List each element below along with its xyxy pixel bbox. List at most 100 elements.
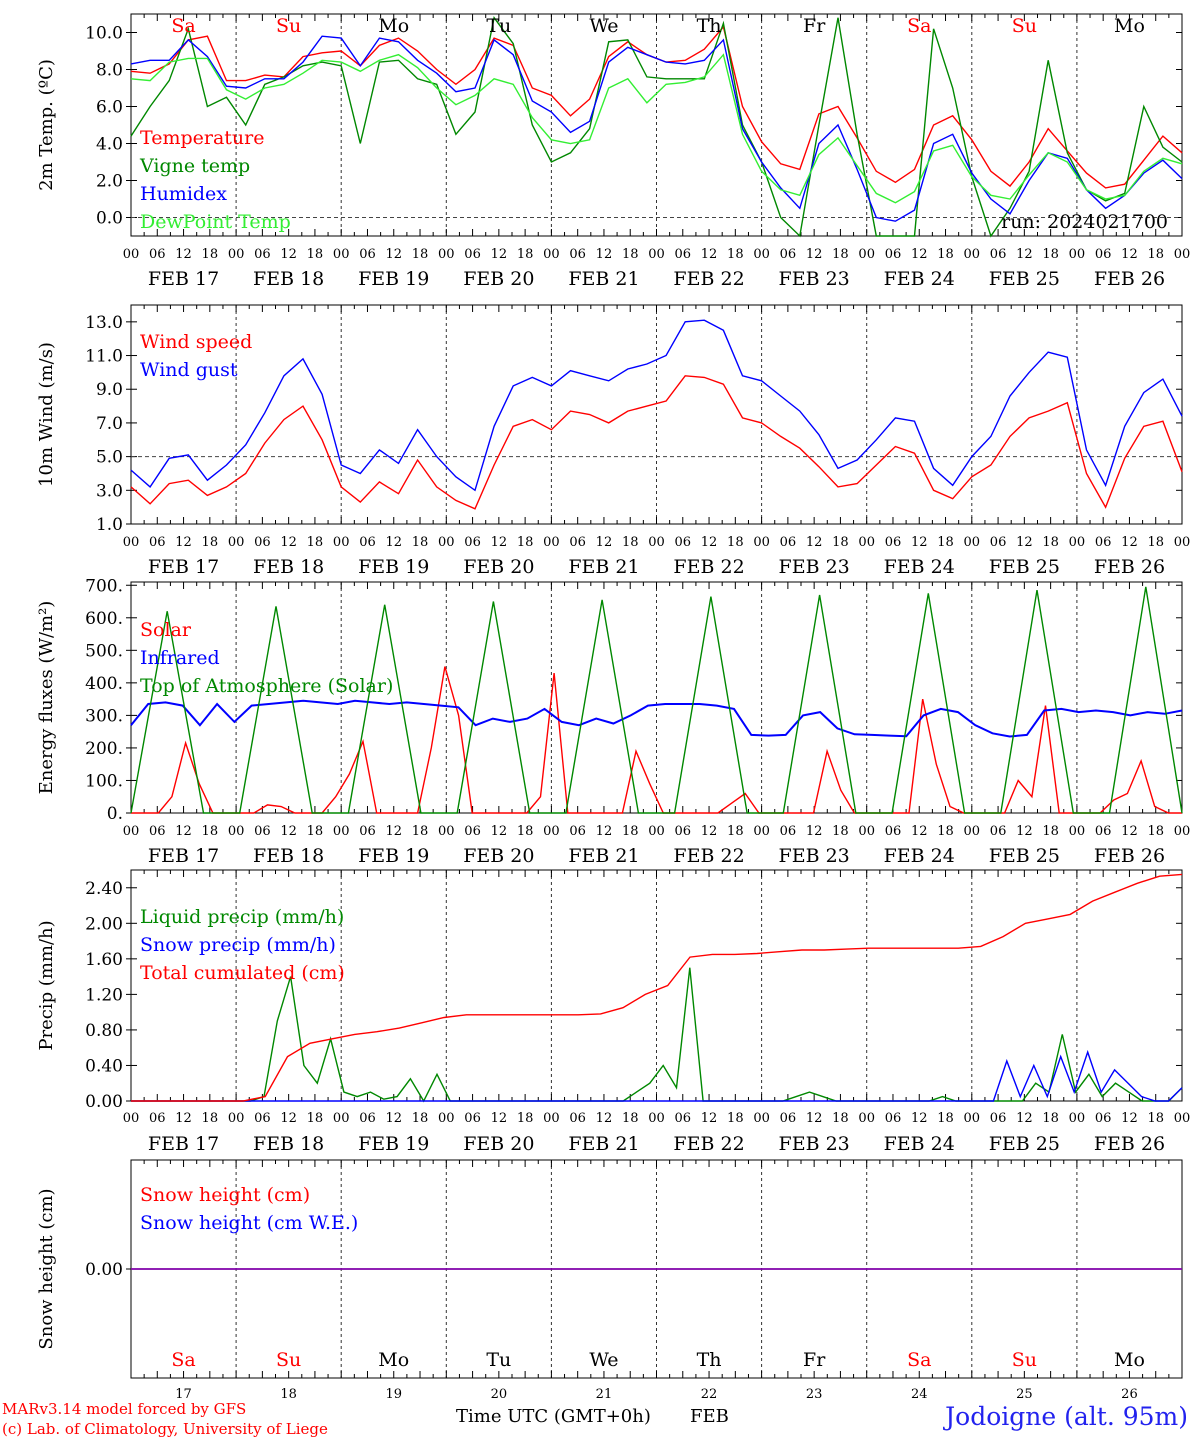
date-label: FEB 21	[568, 556, 639, 578]
hour-tick-label: 00	[858, 824, 875, 839]
hour-tick-label: 06	[780, 824, 797, 839]
date-label: FEB 22	[673, 845, 744, 867]
hour-tick-label: 12	[491, 247, 508, 262]
y-tick-label: 7.0	[96, 414, 123, 434]
hour-tick-label: 00	[753, 1111, 770, 1126]
y-tick-label: 300.	[85, 706, 123, 726]
weekday-label: Mo	[1114, 1349, 1145, 1371]
weekday-label: Mo	[378, 1349, 409, 1371]
date-label: FEB 26	[1094, 845, 1165, 867]
weekday-label: We	[589, 1349, 618, 1371]
hour-tick-label: 18	[307, 247, 324, 262]
hour-tick-label: 12	[806, 824, 823, 839]
hour-tick-label: 18	[1042, 824, 1059, 839]
hour-tick-label: 00	[648, 824, 665, 839]
hour-tick-label: 00	[1174, 247, 1191, 262]
series-line-red	[131, 666, 1182, 814]
y-tick-label: 11.0	[85, 347, 123, 367]
hour-tick-label: 00	[543, 1111, 560, 1126]
day-number-label: 26	[1121, 1387, 1138, 1402]
hour-tick-label: 06	[254, 824, 271, 839]
hour-tick-label: 18	[832, 535, 849, 550]
series-line-lightgreen	[130, 53, 1183, 204]
hour-tick-label: 18	[412, 1111, 429, 1126]
hour-tick-label: 00	[1174, 1111, 1191, 1126]
hour-tick-label: 06	[254, 247, 271, 262]
hour-tick-label: 06	[780, 1111, 797, 1126]
hour-tick-label: 18	[1147, 1111, 1164, 1126]
y-tick-label: 700.	[85, 576, 123, 596]
legend-entry: Infrared	[140, 647, 220, 669]
hour-tick-label: 12	[596, 535, 613, 550]
weekday-label: Sa	[907, 1349, 931, 1371]
hour-tick-label: 06	[1095, 1111, 1112, 1126]
hour-tick-label: 18	[412, 824, 429, 839]
weekday-label: Mo	[378, 15, 409, 37]
run-label: run: 2024021700	[1001, 211, 1168, 233]
weekday-label: Th	[697, 15, 722, 37]
hour-tick-label: 00	[438, 535, 455, 550]
date-label: FEB 25	[989, 845, 1060, 867]
legend-entry: Wind gust	[140, 359, 238, 381]
date-label: FEB 23	[779, 845, 850, 867]
hour-tick-label: 00	[1069, 1111, 1086, 1126]
hour-tick-label: 12	[1121, 535, 1138, 550]
hour-tick-label: 18	[202, 535, 219, 550]
date-label: FEB 19	[358, 556, 429, 578]
legend-entry: Snow height (cm)	[140, 1184, 310, 1206]
hour-tick-label: 12	[911, 1111, 928, 1126]
hour-tick-label: 00	[964, 247, 981, 262]
series-line-red	[130, 375, 1183, 510]
hour-tick-label: 12	[701, 535, 718, 550]
y-tick-label: 9.0	[96, 380, 123, 400]
hour-tick-label: 00	[648, 247, 665, 262]
day-number-label: 23	[806, 1387, 823, 1402]
y-tick-label: 0.40	[85, 1056, 123, 1076]
hour-tick-label: 06	[359, 247, 376, 262]
hour-tick-label: 12	[701, 1111, 718, 1126]
hour-tick-label: 00	[753, 247, 770, 262]
hour-tick-label: 12	[806, 247, 823, 262]
legend-entry: Vigne temp	[139, 155, 250, 177]
y-axis-label: Precip (mm/h)	[36, 920, 57, 1050]
hour-tick-label: 12	[596, 247, 613, 262]
series-line-blue	[130, 319, 1183, 492]
hour-tick-label: 12	[385, 535, 402, 550]
legend-entry: Temperature	[140, 127, 264, 149]
y-tick-label: 5.0	[96, 448, 123, 468]
y-axis-label: 10m Wind (m/s)	[36, 342, 57, 487]
hour-tick-label: 18	[1147, 824, 1164, 839]
y-tick-label: 13.0	[85, 313, 123, 333]
hour-tick-label: 00	[1069, 824, 1086, 839]
date-label: FEB 19	[358, 1133, 429, 1155]
date-label: FEB 24	[884, 556, 955, 578]
date-label: FEB 24	[884, 845, 955, 867]
legend-entry: Snow height (cm W.E.)	[140, 1212, 358, 1234]
hour-tick-label: 06	[464, 824, 481, 839]
date-label: FEB 25	[989, 268, 1060, 290]
weekday-label: Sa	[171, 15, 195, 37]
y-axis-label: 2m Temp. (ºC)	[36, 59, 57, 191]
station-name: Jodoigne (alt. 95m)	[945, 1402, 1188, 1431]
day-number-label: 21	[596, 1387, 613, 1402]
hour-tick-label: 12	[491, 1111, 508, 1126]
hour-tick-label: 18	[307, 1111, 324, 1126]
weekday-label: Su	[276, 1349, 301, 1371]
hour-tick-label: 12	[280, 1111, 297, 1126]
hour-tick-label: 06	[149, 824, 166, 839]
weekday-label: Su	[1012, 1349, 1037, 1371]
date-label: FEB 19	[358, 268, 429, 290]
hour-tick-label: 18	[202, 824, 219, 839]
hour-tick-label: 00	[964, 535, 981, 550]
date-label: FEB 23	[779, 1133, 850, 1155]
date-label: FEB 26	[1094, 556, 1165, 578]
y-tick-label: 6.0	[96, 98, 123, 118]
hour-tick-label: 12	[911, 535, 928, 550]
y-tick-label: 0.80	[85, 1021, 123, 1041]
hour-tick-label: 00	[228, 535, 245, 550]
hour-tick-label: 06	[885, 1111, 902, 1126]
series-line-blue	[130, 35, 1183, 222]
y-tick-label: 3.0	[96, 481, 123, 501]
date-label: FEB 20	[463, 268, 534, 290]
